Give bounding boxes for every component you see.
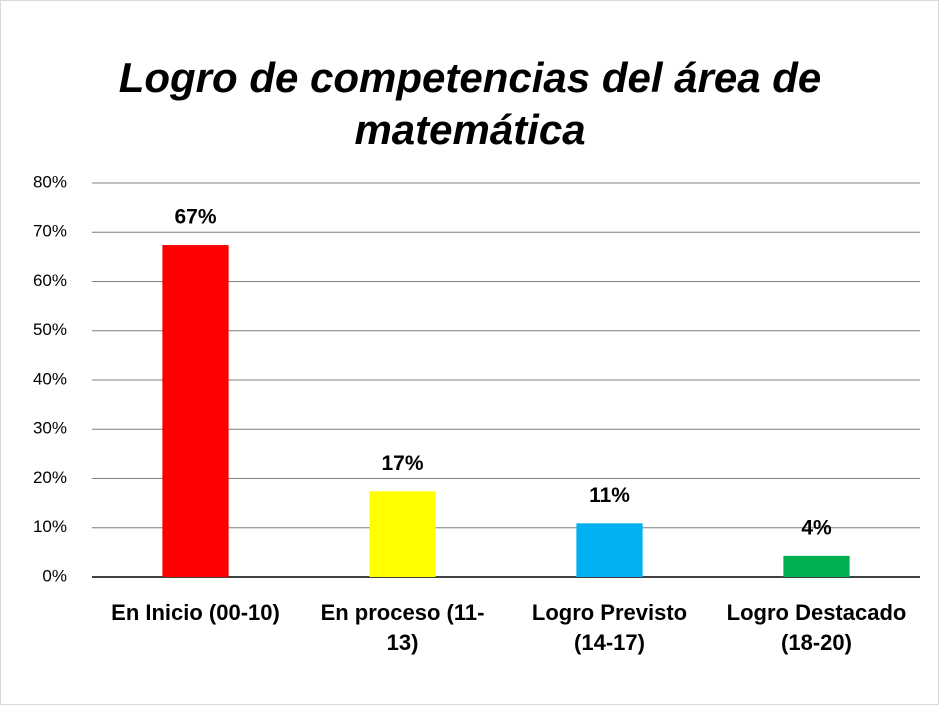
y-tick-label: 50%: [33, 320, 67, 339]
y-tick-label: 0%: [42, 566, 67, 585]
data-label: 67%: [174, 206, 216, 229]
y-tick-label: 20%: [33, 468, 67, 487]
bar: [369, 491, 436, 577]
y-tick-label: 60%: [33, 271, 67, 290]
y-tick-label: 80%: [33, 172, 67, 191]
y-tick-label: 30%: [33, 419, 67, 438]
bar: [783, 555, 850, 577]
x-tick-label: Logro Previsto (14-17): [531, 600, 688, 655]
x-tick-label: En proceso (11-13): [320, 600, 485, 655]
bar: [576, 523, 643, 577]
x-tick-label: Logro Destacado (18-20): [726, 600, 907, 655]
y-tick-label: 10%: [33, 517, 67, 536]
chart-title: Logro de competencias del área de matemá…: [118, 54, 822, 153]
bar: [162, 245, 229, 577]
data-label: 11%: [589, 484, 630, 507]
x-tick-label: En Inicio (00-10): [111, 600, 280, 625]
y-tick-label: 70%: [33, 222, 67, 241]
data-label: 4%: [801, 516, 832, 539]
y-tick-label: 40%: [33, 369, 67, 388]
data-label: 17%: [381, 452, 423, 475]
